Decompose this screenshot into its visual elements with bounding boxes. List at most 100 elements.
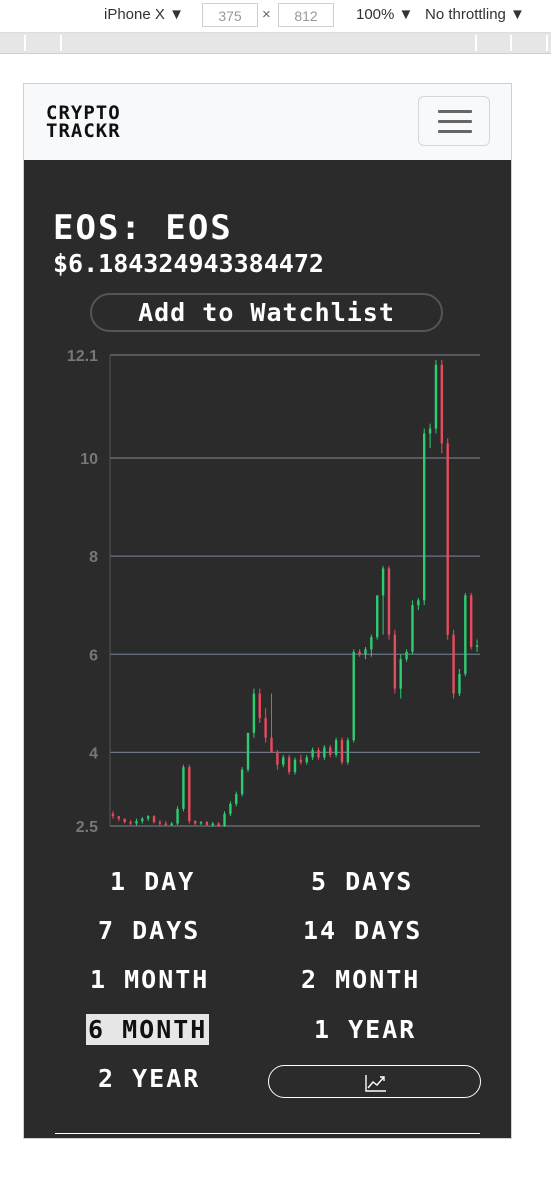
candle bbox=[270, 694, 272, 753]
candle bbox=[423, 429, 425, 606]
candle bbox=[129, 820, 131, 825]
add-to-watchlist-button[interactable]: Add to Watchlist bbox=[90, 293, 443, 332]
candle-body bbox=[358, 652, 360, 654]
candle bbox=[347, 738, 349, 765]
chart-type-button[interactable] bbox=[268, 1065, 481, 1098]
caret-down-icon: ▼ bbox=[399, 6, 414, 23]
period-1-year[interactable]: 1 YEAR bbox=[312, 1014, 418, 1045]
candle-body bbox=[382, 568, 384, 595]
candle bbox=[182, 765, 184, 812]
candle bbox=[470, 593, 472, 649]
candle-body bbox=[253, 694, 255, 733]
candle-body bbox=[435, 365, 437, 429]
candle-body bbox=[347, 740, 349, 762]
candle-body bbox=[147, 816, 149, 818]
candle bbox=[441, 360, 443, 453]
candle-body bbox=[182, 767, 184, 809]
candle bbox=[294, 757, 296, 774]
price-candlestick-chart: 12.1108642.5 bbox=[24, 339, 511, 839]
candle bbox=[388, 566, 390, 640]
candle-body bbox=[317, 750, 319, 757]
candle bbox=[376, 595, 378, 639]
candle bbox=[141, 817, 143, 823]
candle-body bbox=[388, 568, 390, 634]
candle-body bbox=[400, 659, 402, 688]
candle bbox=[446, 438, 448, 639]
candle-body bbox=[276, 752, 278, 764]
candle-body bbox=[464, 595, 466, 674]
candle-body bbox=[470, 595, 472, 647]
candle bbox=[165, 821, 167, 826]
candle-body bbox=[194, 821, 196, 823]
candle bbox=[118, 816, 120, 821]
candle bbox=[306, 755, 308, 765]
candle bbox=[241, 767, 243, 796]
footer-divider bbox=[55, 1133, 480, 1134]
candle-body bbox=[311, 750, 313, 757]
candle-body bbox=[329, 748, 331, 755]
candle-body bbox=[323, 748, 325, 758]
candle-body bbox=[264, 718, 266, 738]
candle bbox=[382, 566, 384, 635]
candle bbox=[405, 649, 407, 661]
candle bbox=[353, 649, 355, 742]
y-tick-label: 8 bbox=[89, 549, 98, 566]
period-7-days[interactable]: 7 DAYS bbox=[96, 915, 202, 946]
candle bbox=[247, 733, 249, 772]
period-14-days[interactable]: 14 DAYS bbox=[301, 915, 424, 946]
candle bbox=[300, 755, 302, 765]
coin-price: $6.184324943384472 bbox=[53, 249, 324, 278]
candle-body bbox=[282, 757, 284, 764]
candle bbox=[458, 669, 460, 696]
candle-body bbox=[300, 760, 302, 762]
candle bbox=[329, 745, 331, 757]
throttle-select[interactable]: No throttling ▼ bbox=[425, 6, 525, 23]
caret-down-icon: ▼ bbox=[169, 6, 184, 23]
candle-body bbox=[176, 809, 178, 824]
candle-body bbox=[235, 794, 237, 804]
throttle-label: No throttling bbox=[425, 6, 506, 23]
candle bbox=[394, 630, 396, 694]
candle bbox=[323, 745, 325, 760]
candle bbox=[235, 792, 237, 807]
candle-body bbox=[376, 595, 378, 637]
candle-body bbox=[188, 767, 190, 821]
candle bbox=[317, 748, 319, 760]
dimension-separator: × bbox=[262, 6, 271, 23]
brand-line-2: TRACKR bbox=[46, 122, 121, 140]
candle bbox=[282, 755, 284, 767]
candle bbox=[176, 806, 178, 825]
candle bbox=[259, 689, 261, 723]
device-viewport: CRYPTO TRACKR EOS: EOS $6.18432494338447… bbox=[23, 83, 512, 1139]
candle-body bbox=[294, 760, 296, 772]
device-select[interactable]: iPhone X ▼ bbox=[104, 6, 184, 23]
period-1-month[interactable]: 1 MONTH bbox=[88, 964, 211, 995]
brand-logo[interactable]: CRYPTO TRACKR bbox=[46, 104, 121, 140]
hamburger-menu-button[interactable] bbox=[418, 96, 490, 146]
width-input[interactable]: 375 bbox=[202, 3, 258, 27]
candle bbox=[147, 815, 149, 821]
period-6-month[interactable]: 6 MONTH bbox=[86, 1014, 209, 1045]
candle-body bbox=[306, 757, 308, 762]
candle bbox=[200, 821, 202, 825]
period-5-days[interactable]: 5 DAYS bbox=[309, 866, 415, 897]
candle-body bbox=[212, 824, 214, 825]
candle-body bbox=[341, 740, 343, 762]
period-1-day[interactable]: 1 DAY bbox=[108, 866, 197, 897]
candle bbox=[358, 649, 360, 656]
candle bbox=[276, 750, 278, 770]
height-input[interactable]: 812 bbox=[278, 3, 334, 27]
candle-body bbox=[429, 429, 431, 434]
candle-body bbox=[394, 635, 396, 689]
candle-body bbox=[118, 816, 120, 818]
zoom-select[interactable]: 100% ▼ bbox=[356, 6, 413, 23]
candle-body bbox=[458, 674, 460, 694]
period-2-month[interactable]: 2 MONTH bbox=[299, 964, 422, 995]
candle bbox=[364, 647, 366, 659]
candle-body bbox=[165, 824, 167, 825]
caret-down-icon: ▼ bbox=[510, 6, 525, 23]
candle-body bbox=[170, 824, 172, 825]
coin-title: EOS: EOS bbox=[53, 208, 233, 248]
period-2-year[interactable]: 2 YEAR bbox=[96, 1063, 202, 1094]
media-query-ruler bbox=[0, 33, 551, 54]
